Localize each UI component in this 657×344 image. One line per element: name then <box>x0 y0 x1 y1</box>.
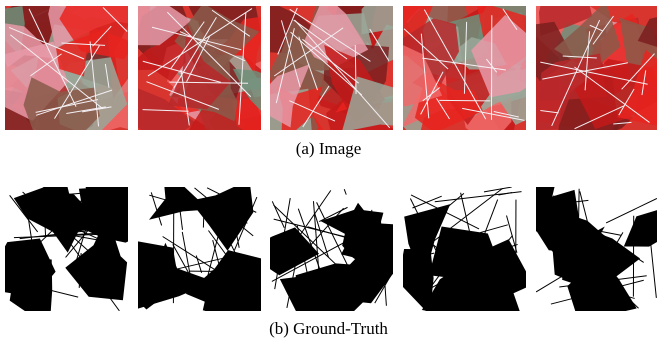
satellite-image <box>0 4 160 134</box>
satellite-image <box>106 4 287 134</box>
mask-row <box>0 185 657 315</box>
ground-truth-mask <box>0 185 160 315</box>
image-row <box>0 4 657 134</box>
ground-truth-mask <box>515 185 657 315</box>
field-boundary <box>190 271 255 272</box>
ground-truth-mask <box>398 187 533 315</box>
ground-truth-mask <box>243 187 428 315</box>
caption: (b) Ground-Truth <box>0 319 657 339</box>
figure: (a) Image (b) Ground-Truth <box>0 0 657 344</box>
caption: (a) Image <box>0 139 657 159</box>
satellite-image <box>510 4 657 134</box>
field-boundary <box>439 100 490 101</box>
ground-truth-mask <box>118 185 290 315</box>
satellite-image <box>371 4 561 134</box>
